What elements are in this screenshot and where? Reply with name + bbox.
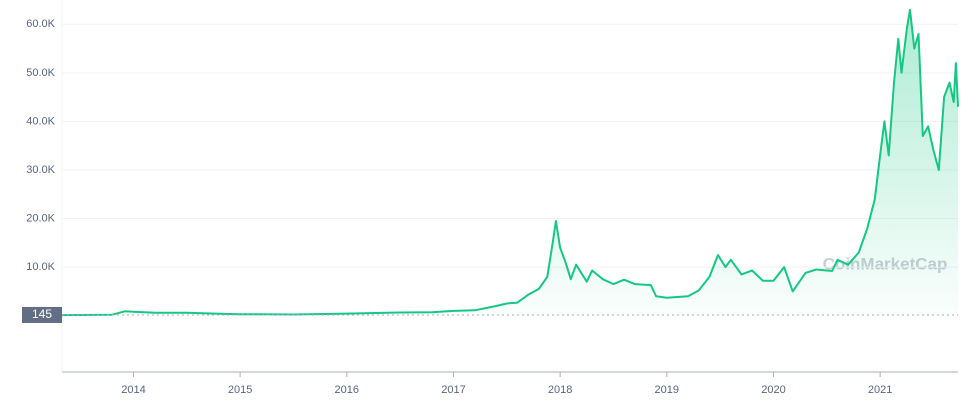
x-tick-label: 2018 xyxy=(548,384,572,396)
y-tick-label: 10.0K xyxy=(26,261,55,273)
y-tick-label: 30.0K xyxy=(26,164,55,176)
reference-label-box xyxy=(22,306,62,323)
y-tick-label: 60.0K xyxy=(26,18,55,30)
x-tick-label: 2016 xyxy=(335,384,359,396)
reference-label: 145 xyxy=(32,307,52,321)
y-tick-label: 20.0K xyxy=(26,212,55,224)
y-tick-label: 40.0K xyxy=(26,115,55,127)
x-tick-label: 2017 xyxy=(441,384,465,396)
x-tick-label: 2014 xyxy=(121,384,145,396)
x-tick-label: 2021 xyxy=(868,384,892,396)
x-tick-label: 2019 xyxy=(655,384,679,396)
x-tick-label: 2015 xyxy=(228,384,252,396)
x-tick-label: 2020 xyxy=(761,384,785,396)
price-line xyxy=(61,8,959,317)
price-area xyxy=(62,9,958,316)
y-tick-label: 50.0K xyxy=(26,67,55,79)
